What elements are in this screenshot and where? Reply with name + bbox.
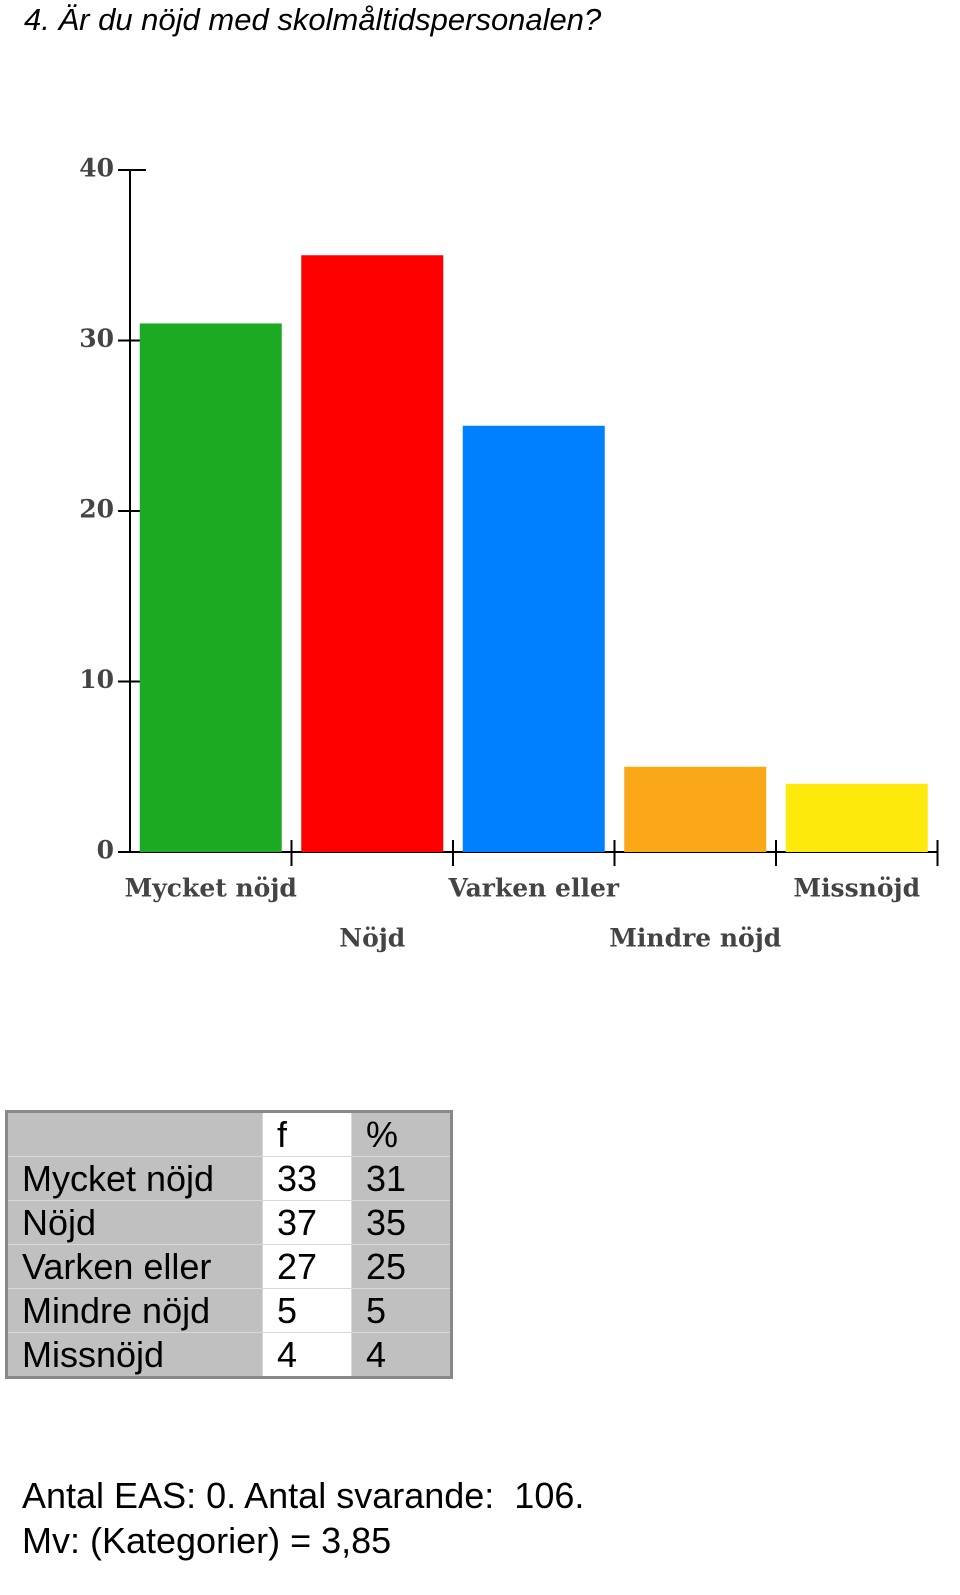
footer-line: Mv: (Kategorier) = 3,85: [22, 1520, 392, 1561]
table-cell: 5: [262, 1288, 352, 1333]
table-row: Mycket nöjd 33 31: [6, 1156, 452, 1201]
y-tick-label: 10: [79, 665, 114, 694]
table-row: Missnöjd 4 4: [6, 1332, 452, 1378]
frequency-table: f% Mycket nöjd 33 31 Nöjd 37 35 Varken eller 27 2…: [5, 1110, 453, 1379]
table-cell: 37: [262, 1200, 352, 1245]
table-cell: Mycket nöjd: [6, 1156, 263, 1201]
y-tick-label: 30: [79, 324, 114, 353]
y-tick-label: 0: [97, 836, 114, 865]
table-cell: f: [262, 1111, 352, 1157]
table-cell: 27: [262, 1244, 352, 1289]
table-row: Varken eller 27 25: [6, 1244, 452, 1289]
y-tick-label: 40: [79, 154, 114, 183]
table-cell: Varken eller: [6, 1244, 263, 1289]
bar: [139, 323, 282, 852]
table-row: Mindre nöjd 5 5: [6, 1288, 452, 1333]
x-tick-label: Nöjd: [339, 924, 405, 953]
table-cell: 5: [351, 1288, 452, 1333]
bar: [462, 425, 605, 852]
table-cell: Mindre nöjd: [6, 1288, 263, 1333]
table-row: f%: [6, 1111, 452, 1157]
footer-line: Antal EAS: 0. Antal svarande: 106.: [22, 1475, 585, 1516]
table-cell: [6, 1111, 263, 1157]
x-tick-label: Varken eller: [447, 874, 619, 903]
table-cell: Missnöjd: [6, 1332, 263, 1378]
bar: [785, 783, 928, 852]
x-tick-label: Mindre nöjd: [609, 924, 781, 953]
x-tick-label: Mycket nöjd: [125, 874, 297, 903]
bar: [301, 255, 444, 852]
table-cell: 25: [351, 1244, 452, 1289]
table-cell: 35: [351, 1200, 452, 1245]
table-cell: Nöjd: [6, 1200, 263, 1245]
chart: 0 10 20 30 40 Mycket nöjd Nöjd Varken eller Mind…: [79, 154, 939, 953]
question-title: 4. Är du nöjd med skolmåltidspersonalen?: [24, 2, 602, 37]
y-tick-label: 20: [79, 495, 114, 524]
table-cell: 33: [262, 1156, 352, 1201]
x-tick-label: Missnöjd: [793, 874, 920, 903]
table-cell: 4: [262, 1332, 352, 1378]
table-cell: 4: [351, 1332, 452, 1378]
bar: [624, 766, 767, 852]
table-cell: %: [351, 1111, 452, 1157]
table-row: Nöjd 37 35: [6, 1200, 452, 1245]
table-cell: 31: [351, 1156, 452, 1201]
